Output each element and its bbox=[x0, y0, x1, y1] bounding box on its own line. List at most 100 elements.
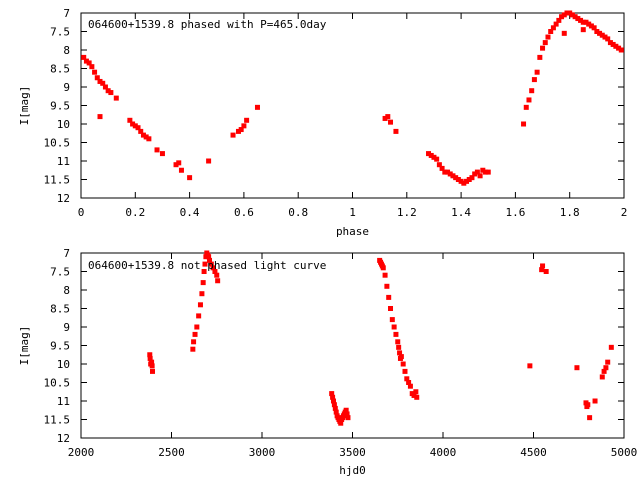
data-point bbox=[472, 171, 478, 177]
data-point bbox=[244, 117, 250, 123]
data-point bbox=[610, 41, 616, 47]
data-point bbox=[343, 407, 349, 413]
data-point bbox=[332, 405, 338, 411]
data-point bbox=[601, 368, 607, 374]
data-point bbox=[196, 313, 202, 319]
data-point bbox=[559, 14, 565, 20]
data-point bbox=[333, 409, 339, 415]
data-point bbox=[214, 272, 220, 278]
data-point bbox=[331, 402, 337, 408]
data-point bbox=[206, 254, 212, 260]
data-point bbox=[597, 30, 603, 36]
data-point bbox=[192, 331, 198, 337]
data-point bbox=[176, 160, 182, 166]
data-point bbox=[607, 40, 613, 46]
y-tick-label: 10 bbox=[57, 358, 70, 371]
y-tick-label: 9.5 bbox=[50, 340, 70, 353]
data-point bbox=[380, 265, 386, 271]
data-point bbox=[572, 14, 578, 20]
data-point bbox=[208, 261, 214, 267]
data-point bbox=[529, 88, 535, 94]
data-point bbox=[143, 134, 149, 140]
data-point bbox=[542, 40, 548, 46]
y-axis-title: I[mag] bbox=[18, 86, 31, 126]
data-point bbox=[587, 415, 593, 421]
data-point bbox=[230, 132, 236, 138]
data-point bbox=[212, 269, 218, 274]
data-point bbox=[149, 368, 155, 374]
data-point bbox=[215, 278, 221, 284]
data-point bbox=[199, 291, 205, 297]
y-tick-label: 8 bbox=[63, 284, 70, 297]
data-point bbox=[89, 64, 95, 70]
data-point bbox=[146, 136, 152, 142]
data-point bbox=[393, 331, 399, 337]
y-tick-label: 9 bbox=[63, 321, 70, 334]
data-point bbox=[550, 25, 556, 31]
x-tick-label: 1.6 bbox=[505, 206, 525, 219]
y-tick-label: 11.5 bbox=[44, 414, 71, 427]
data-point bbox=[439, 165, 445, 171]
x-tick-label: 3500 bbox=[339, 446, 366, 459]
data-point bbox=[561, 12, 567, 18]
data-point bbox=[396, 344, 402, 350]
data-point bbox=[97, 114, 103, 120]
data-point bbox=[388, 119, 394, 125]
phased-light-curve-panel: 0 0.2 0.4 0.6 0.8 1 1.2 1.4 1.6 1.8 2 7 7.5 8 8.5 9 9.5 1… bbox=[18, 7, 627, 238]
data-point bbox=[605, 36, 611, 42]
panel-title: 064600+1539.8 phased with P=465.0day bbox=[88, 18, 327, 31]
data-point bbox=[585, 402, 591, 408]
x-tick-label: 4500 bbox=[520, 446, 547, 459]
data-point bbox=[599, 374, 605, 380]
data-point bbox=[102, 84, 108, 90]
x-tick-label: 1.8 bbox=[560, 206, 580, 219]
data-point bbox=[540, 45, 546, 51]
data-point bbox=[480, 167, 486, 173]
data-point bbox=[434, 156, 440, 162]
data-point bbox=[564, 10, 570, 16]
data-point bbox=[105, 88, 111, 94]
plot-frame bbox=[80, 12, 625, 199]
data-point bbox=[389, 317, 395, 323]
data-point bbox=[592, 398, 598, 404]
data-point bbox=[469, 175, 475, 181]
data-point bbox=[384, 283, 390, 289]
data-point bbox=[382, 115, 388, 121]
data-point bbox=[603, 365, 609, 371]
data-point bbox=[345, 415, 351, 421]
y-tick-label: 10.5 bbox=[44, 137, 71, 150]
x-tick-label: 0.6 bbox=[234, 206, 254, 219]
data-point bbox=[344, 411, 350, 417]
x-tick-label: 0.4 bbox=[180, 206, 200, 219]
data-point bbox=[81, 54, 87, 60]
data-point bbox=[474, 169, 480, 175]
data-point bbox=[602, 34, 608, 40]
data-point bbox=[578, 17, 584, 23]
data-point bbox=[461, 180, 467, 186]
data-point bbox=[431, 154, 437, 160]
data-point bbox=[207, 257, 213, 263]
data-point bbox=[83, 58, 89, 64]
data-point bbox=[108, 90, 114, 96]
data-point bbox=[86, 60, 92, 66]
data-point bbox=[391, 324, 397, 330]
data-point bbox=[149, 363, 155, 369]
x-tick-label: 2 bbox=[621, 206, 628, 219]
data-point bbox=[613, 43, 619, 49]
data-point bbox=[477, 173, 483, 179]
data-point bbox=[543, 269, 549, 274]
data-point bbox=[407, 383, 413, 389]
panel-title: 064600+1539.8 not phased light curve bbox=[88, 259, 326, 272]
data-point bbox=[436, 162, 442, 168]
data-point bbox=[132, 123, 138, 129]
data-point bbox=[147, 352, 153, 358]
data-point bbox=[545, 34, 551, 40]
unphased-light-curve-panel: 2000 2500 3000 3500 4000 4500 5000 7 7.5 8 8.5 9 9.5… bbox=[18, 247, 637, 477]
data-point bbox=[605, 359, 611, 365]
data-point bbox=[113, 95, 119, 101]
data-point bbox=[466, 177, 472, 182]
x-tick-label: 4000 bbox=[430, 446, 457, 459]
x-tick-label: 0.2 bbox=[125, 206, 145, 219]
data-point bbox=[574, 365, 580, 371]
